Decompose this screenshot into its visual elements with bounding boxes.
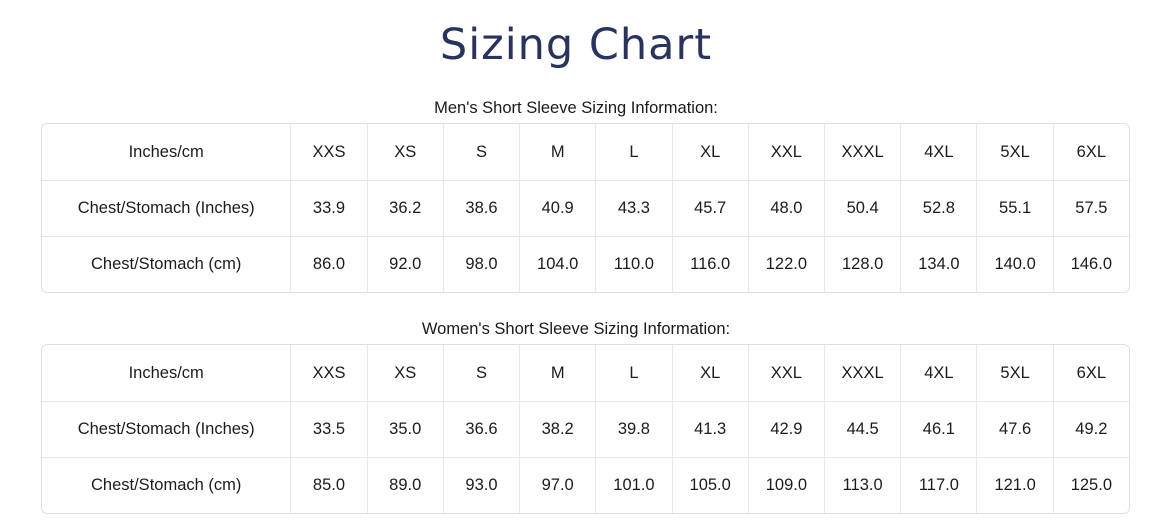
column-header: 5XL xyxy=(976,345,1052,401)
row-label: Chest/Stomach (cm) xyxy=(42,236,291,292)
table-cell: 98.0 xyxy=(442,236,520,292)
mens-sizing-section: Men's Short Sleeve Sizing Information: I… xyxy=(0,98,1152,293)
table-cell: 113.0 xyxy=(824,457,901,513)
table-cell: 46.1 xyxy=(900,401,977,457)
table-cell: 89.0 xyxy=(366,457,443,513)
womens-section-heading: Women's Short Sleeve Sizing Information: xyxy=(421,320,731,338)
table-cell: 121.0 xyxy=(976,457,1053,513)
table-cell: 43.3 xyxy=(595,180,672,236)
table-cell: 105.0 xyxy=(671,457,748,513)
column-header: XL xyxy=(671,124,748,180)
table-cell: 146.0 xyxy=(1052,236,1129,292)
table-cell: 41.3 xyxy=(671,401,748,457)
table-cell: 85.0 xyxy=(290,457,367,513)
table-cell: 33.9 xyxy=(290,180,367,236)
row-label: Chest/Stomach (Inches) xyxy=(42,401,291,457)
table-cell: 36.6 xyxy=(442,401,520,457)
table-cell: 42.9 xyxy=(747,401,825,457)
table-cell: 48.0 xyxy=(747,180,825,236)
sizing-chart-page: Sizing Chart Men's Short Sleeve Sizing I… xyxy=(0,20,1152,514)
column-header: M xyxy=(519,345,595,401)
table-cell: 125.0 xyxy=(1052,457,1129,513)
table-cell: 38.2 xyxy=(519,401,596,457)
column-header: XL xyxy=(671,345,748,401)
row-label: Chest/Stomach (cm) xyxy=(42,457,291,513)
table-cell: 140.0 xyxy=(976,236,1053,292)
table-cell: 55.1 xyxy=(976,180,1053,236)
table-cell: 52.8 xyxy=(900,180,977,236)
page-title: Sizing Chart xyxy=(439,20,713,70)
mens-section-heading: Men's Short Sleeve Sizing Information: xyxy=(434,99,718,117)
column-header: XXL xyxy=(747,345,824,401)
header-row: Inches/cm XXS XS S M L XL XXL XXXL 4XL 5… xyxy=(42,345,1129,401)
table-row: Chest/Stomach (cm) 85.0 89.0 93.0 97.0 1… xyxy=(42,457,1129,513)
column-header: Inches/cm xyxy=(128,363,204,382)
column-header: 5XL xyxy=(976,124,1052,180)
column-header: 6XL xyxy=(1052,124,1129,180)
table-cell: 44.5 xyxy=(824,401,901,457)
table-cell: 116.0 xyxy=(671,236,748,292)
table-cell: 38.6 xyxy=(442,180,520,236)
column-header: 4XL xyxy=(900,345,976,401)
table-cell: 35.0 xyxy=(366,401,443,457)
table-cell: 109.0 xyxy=(747,457,825,513)
column-header: 6XL xyxy=(1052,345,1129,401)
table-cell: 33.5 xyxy=(290,401,367,457)
table-cell: 40.9 xyxy=(519,180,596,236)
table-cell: 97.0 xyxy=(519,457,596,513)
table-cell: 134.0 xyxy=(900,236,977,292)
column-header: XXXL xyxy=(824,124,900,180)
header-row: Inches/cm XXS XS S M L XL XXL XXXL 4XL 5… xyxy=(42,124,1129,180)
table-cell: 45.7 xyxy=(671,180,748,236)
column-header: XS xyxy=(366,124,443,180)
womens-sizing-section: Women's Short Sleeve Sizing Information:… xyxy=(0,319,1152,514)
column-header: S xyxy=(442,345,519,401)
column-header: S xyxy=(442,124,519,180)
womens-sizing-table: Inches/cm XXS XS S M L XL XXL XXXL 4XL 5… xyxy=(41,344,1130,514)
column-header: Inches/cm xyxy=(128,142,204,161)
column-header: 4XL xyxy=(900,124,976,180)
column-header: XXS xyxy=(290,345,366,401)
column-header: XXS xyxy=(290,124,366,180)
table-row: Chest/Stomach (Inches) 33.5 35.0 36.6 38… xyxy=(42,401,1129,457)
table-cell: 104.0 xyxy=(519,236,596,292)
table-cell: 39.8 xyxy=(595,401,672,457)
column-header: XS xyxy=(366,345,443,401)
column-header: L xyxy=(595,124,671,180)
table-cell: 86.0 xyxy=(290,236,367,292)
mens-sizing-table: Inches/cm XXS XS S M L XL XXL XXXL 4XL 5… xyxy=(41,123,1130,293)
table-cell: 117.0 xyxy=(900,457,977,513)
table-cell: 50.4 xyxy=(824,180,901,236)
column-header: M xyxy=(519,124,595,180)
column-header: L xyxy=(595,345,671,401)
table-cell: 122.0 xyxy=(747,236,825,292)
table-cell: 36.2 xyxy=(366,180,443,236)
table-row: Chest/Stomach (Inches) 33.9 36.2 38.6 40… xyxy=(42,180,1129,236)
column-header: XXXL xyxy=(824,345,900,401)
row-label: Chest/Stomach (Inches) xyxy=(42,180,291,236)
table-cell: 110.0 xyxy=(595,236,672,292)
table-cell: 49.2 xyxy=(1052,401,1129,457)
table-cell: 101.0 xyxy=(595,457,672,513)
column-header: XXL xyxy=(747,124,824,180)
table-cell: 57.5 xyxy=(1052,180,1129,236)
table-cell: 93.0 xyxy=(442,457,520,513)
table-cell: 47.6 xyxy=(976,401,1053,457)
table-cell: 92.0 xyxy=(366,236,443,292)
table-row: Chest/Stomach (cm) 86.0 92.0 98.0 104.0 … xyxy=(42,236,1129,292)
table-cell: 128.0 xyxy=(824,236,901,292)
